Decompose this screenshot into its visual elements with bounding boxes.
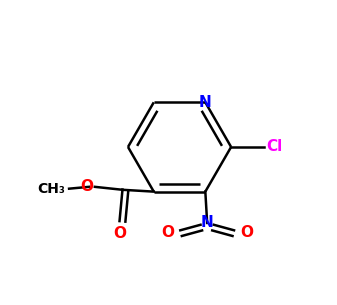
Text: CH₃: CH₃ — [37, 182, 65, 196]
Text: Cl: Cl — [266, 139, 282, 154]
Text: O: O — [240, 225, 253, 240]
Text: N: N — [201, 215, 214, 231]
Text: O: O — [81, 179, 94, 194]
Text: O: O — [161, 225, 174, 240]
Text: N: N — [199, 95, 212, 110]
Text: O: O — [113, 225, 126, 241]
